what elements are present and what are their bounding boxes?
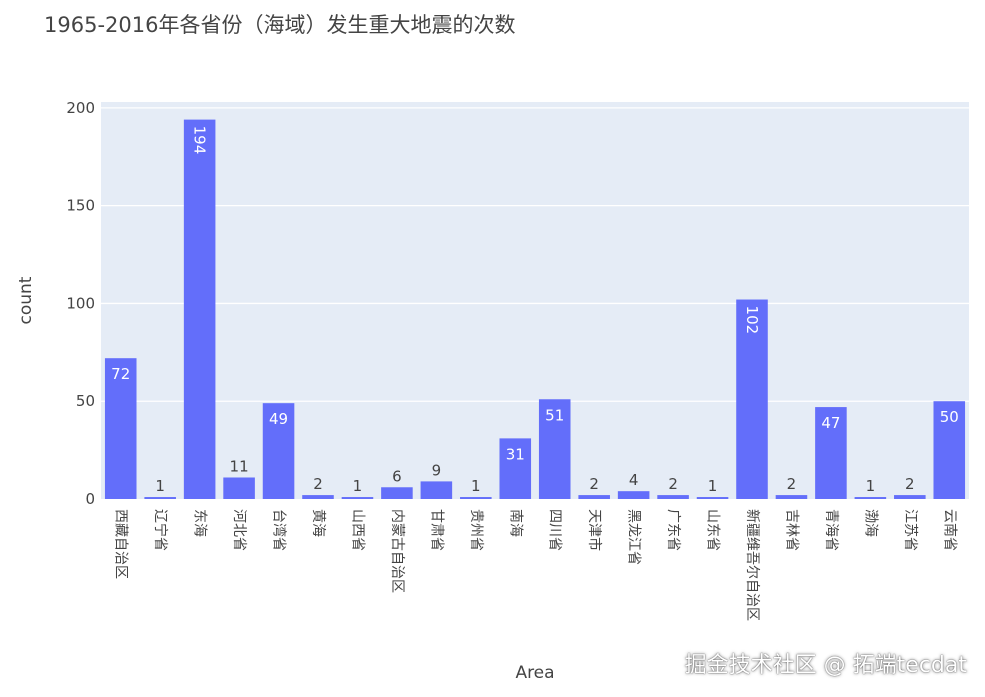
x-tick-label: 吉林省 [783,509,799,551]
x-tick-label: 辽宁省 [152,509,169,551]
bar-value-label: 51 [545,406,564,424]
x-tick-label: 新疆维吾尔自治区 [744,509,760,621]
bar [815,407,847,499]
bar [499,438,532,499]
bar-value-label: 2 [905,475,915,493]
y-axis-title: count [16,276,36,324]
bar [144,497,176,499]
x-tick-label: 山西省 [349,509,365,551]
x-tick-label: 青海省 [823,509,839,551]
x-tick-label: 南海 [507,509,523,537]
bar [775,495,808,499]
y-tick-label: 0 [85,490,95,508]
bar [381,487,413,499]
bar [538,399,571,499]
x-tick-label: 黄海 [310,509,327,537]
bar [223,477,255,499]
y-axis-ticks: 0 50 100 150 200 [66,99,95,508]
bar-value-label: 11 [230,457,249,475]
bar-value-label: 1 [708,477,718,495]
x-tick-label: 西藏自治区 [113,509,129,579]
x-tick-label: 广东省 [665,509,681,551]
bar-labels: 72 1 194 11 49 2 1 6 9 1 31 51 2 4 2 1 102 2 47 1 2 50 [111,126,959,495]
bar-value-label: 6 [392,467,402,485]
bar-value-label: 2 [787,475,797,493]
bar-value-label: 9 [432,461,442,479]
chart-title: 1965-2016年各省份（海域）发生重大地震的次数 [44,13,515,37]
bar [341,497,374,499]
bar-value-label: 31 [506,445,525,463]
bar [420,481,453,499]
bar-value-label: 1 [471,477,481,495]
y-tick-label: 150 [66,197,95,215]
x-tick-label: 天津市 [586,509,603,551]
bar [578,495,610,499]
x-tick-label: 山东省 [705,509,721,551]
bar-value-label: 194 [191,126,209,155]
x-tick-label: 台湾省 [271,509,288,551]
gridlines [101,107,969,402]
bars [104,119,966,499]
bar [183,119,216,499]
bar-value-label: 1 [353,477,363,495]
y-tick-label: 100 [66,294,95,312]
bar [617,491,650,499]
bar-value-label: 72 [111,365,130,383]
bar [460,497,492,499]
x-axis-categories: 西藏自治区 辽宁省 东海 河北省 台湾省 黄海 山西省 内蒙古自治区 甘肃省 贵州省 南海 四川省 天津… [113,509,958,621]
x-tick-label: 黑龙江省 [626,509,642,565]
x-tick-label: 内蒙古自治区 [389,509,405,593]
x-tick-label: 河北省 [231,509,247,551]
watermark: 掘金技术社区 @ 拓端tecdat [684,653,967,678]
bar-value-label: 2 [668,475,678,493]
bar-value-label: 49 [269,410,288,428]
bar-value-label: 102 [743,306,761,335]
y-tick-label: 50 [76,392,95,410]
x-tick-label: 四川省 [547,509,563,551]
bar [657,495,689,499]
bar [736,299,768,499]
bar-value-label: 1 [155,477,165,495]
bar-value-label: 1 [866,477,876,495]
bar [696,497,729,499]
x-tick-label: 东海 [192,509,208,537]
x-tick-label: 云南省 [941,509,957,551]
bar [104,358,137,499]
bar-value-label: 50 [940,408,959,426]
x-tick-label: 江苏省 [902,509,918,551]
bar [933,401,966,499]
x-axis-title: Area [515,663,554,683]
y-tick-label: 200 [66,99,95,117]
bar-value-label: 2 [313,475,323,493]
x-tick-label: 渤海 [862,509,878,537]
x-tick-label: 甘肃省 [428,509,444,551]
bar [854,497,887,499]
bar [302,495,334,499]
bar-value-label: 2 [589,475,599,493]
bar-value-label: 47 [821,414,840,432]
x-tick-label: 贵州省 [468,509,484,551]
bar-value-label: 4 [629,471,639,489]
bar [894,495,926,499]
bar [262,403,295,499]
